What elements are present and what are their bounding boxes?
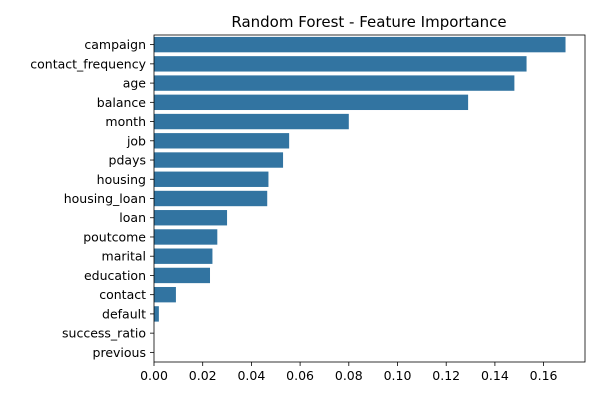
- bar-poutcome: [154, 229, 218, 245]
- bar-job: [154, 133, 290, 149]
- y-tick-label-job: job: [126, 133, 146, 148]
- x-tick-label: 0.14: [481, 368, 509, 383]
- bar-education: [154, 267, 211, 284]
- y-tick-label-contact-frequency: contact_frequency: [30, 56, 146, 71]
- y-tick-label-loan: loan: [119, 210, 146, 225]
- x-tick-label: 0.10: [384, 368, 412, 383]
- x-tick-label: 0.16: [530, 368, 558, 383]
- bar-housing-loan: [154, 190, 268, 207]
- bar-campaign: [154, 36, 566, 53]
- y-tick-label-previous: previous: [93, 345, 146, 360]
- bar-housing: [154, 171, 269, 187]
- bar-default: [154, 306, 159, 322]
- y-tick-label-default: default: [102, 306, 146, 321]
- bar-pdays: [154, 152, 284, 168]
- x-tick-label: 0.00: [140, 368, 168, 383]
- plot-frame: [153, 34, 586, 363]
- y-tick-label-balance: balance: [97, 95, 147, 110]
- x-tick-label: 0.04: [237, 368, 265, 383]
- chart-title: Random Forest - Feature Importance: [231, 13, 506, 31]
- y-tick-label-success-ratio: success_ratio: [62, 326, 146, 341]
- y-tick-label-housing-loan: housing_loan: [64, 191, 146, 206]
- y-tick-label-campaign: campaign: [84, 37, 146, 52]
- y-tick-label-month: month: [105, 114, 146, 129]
- bar-age: [154, 75, 515, 91]
- bar-marital: [154, 248, 213, 264]
- y-tick-label-contact: contact: [99, 287, 146, 302]
- bar-contact-frequency: [154, 56, 527, 72]
- y-tick-label-age: age: [123, 76, 147, 91]
- x-axis: 0.00 0.02 0.04 0.06 0.08 0.10 0.12 0.14 0.16: [140, 362, 558, 383]
- x-tick-label: 0.06: [286, 368, 314, 383]
- bar-loan: [154, 210, 228, 226]
- y-tick-label-education: education: [84, 268, 146, 283]
- bars-layer: [154, 36, 566, 322]
- x-tick-label: 0.08: [335, 368, 363, 383]
- bar-contact: [154, 286, 176, 303]
- y-tick-label-housing: housing: [97, 172, 146, 187]
- bar-month: [154, 113, 349, 130]
- x-tick-label: 0.02: [189, 368, 217, 383]
- x-tick-label: 0.12: [432, 368, 460, 383]
- bar-balance: [154, 94, 469, 111]
- y-tick-label-poutcome: poutcome: [83, 229, 146, 244]
- y-tick-label-marital: marital: [102, 249, 146, 264]
- y-tick-label-pdays: pdays: [109, 153, 146, 168]
